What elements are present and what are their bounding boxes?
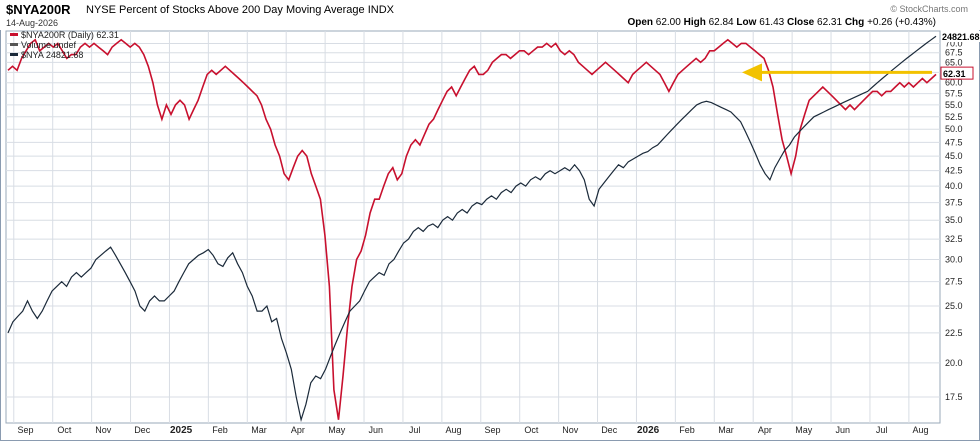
x-tick-label: Aug <box>446 425 462 435</box>
x-tick-label: Oct <box>57 425 72 435</box>
legend-swatch <box>10 33 18 36</box>
y-tick-label: 55.0 <box>945 100 963 110</box>
y-tick-label: 50.0 <box>945 124 963 134</box>
y-tick-label: 67.5 <box>945 48 963 58</box>
ohlc-readout: Open 62.00 High 62.84 Low 61.43 Close 62… <box>627 17 936 28</box>
x-tick-label: Oct <box>524 425 539 435</box>
open-value: 62.00 <box>655 17 681 28</box>
y-tick-label: 27.5 <box>945 277 963 287</box>
y-tick-label: 25.0 <box>945 301 963 311</box>
x-tick-label: Mar <box>251 425 267 435</box>
y-tick-label: 52.5 <box>945 112 963 122</box>
y-tick-label: 17.5 <box>945 392 963 402</box>
description-text: NYSE Percent of Stocks Above 200 Day Mov… <box>86 4 365 16</box>
x-tick-label: Jun <box>835 425 850 435</box>
close-label: Close <box>787 17 815 28</box>
x-tick-label: Jun <box>368 425 383 435</box>
secondary-value-label: 24821.68 <box>942 32 980 42</box>
y-tick-label: 70.0 <box>945 38 963 48</box>
secondary-value-box <box>941 31 980 42</box>
low-value: 61.43 <box>759 17 785 28</box>
x-tick-label: Mar <box>718 425 734 435</box>
series-line-nya200r <box>7 38 937 420</box>
y-tick-label: 30.0 <box>945 254 963 264</box>
date-label: 14-Aug-2026 <box>6 18 59 28</box>
x-tick-label: Sep <box>17 425 33 435</box>
y-tick-label: 42.5 <box>945 166 963 176</box>
x-tick-label: May <box>328 425 346 435</box>
brand-label: © StockCharts.com <box>890 4 968 14</box>
close-value: 62.31 <box>817 17 843 28</box>
y-tick-label: 65.0 <box>945 57 963 67</box>
annotation-arrowhead <box>742 63 762 82</box>
chart-header: $NYA200R NYSE Percent of Stocks Above 20… <box>0 0 980 30</box>
y-tick-label: 32.5 <box>945 234 963 244</box>
x-tick-label: Jul <box>409 425 421 435</box>
x-tick-label: Dec <box>601 425 618 435</box>
y-tick-label: 57.5 <box>945 89 963 99</box>
plot-area <box>5 30 941 424</box>
x-tick-label: Aug <box>913 425 929 435</box>
legend-label: $NYA200R (Daily) 62.31 <box>21 30 119 40</box>
legend-label: $NYA 24821.68 <box>21 50 83 60</box>
symbol-label: $NYA200R <box>6 2 71 17</box>
y-tick-label: 60.0 <box>945 78 963 88</box>
x-tick-label: Apr <box>758 425 772 435</box>
y-tick-label: 20.0 <box>945 358 963 368</box>
x-tick-label: Sep <box>484 425 500 435</box>
x-tick-label: Nov <box>562 425 579 435</box>
y-tick-label: 45.0 <box>945 151 963 161</box>
chg-label: Chg <box>844 17 865 28</box>
x-tick-label: Jul <box>876 425 888 435</box>
x-tick-label: May <box>795 425 813 435</box>
description-label: NYSE Percent of Stocks Above 200 Day Mov… <box>86 4 394 16</box>
x-tick-label: Feb <box>679 425 695 435</box>
high-value: 62.84 <box>708 17 734 28</box>
y-tick-label: 47.5 <box>945 137 963 147</box>
y-tick-label: 40.0 <box>945 181 963 191</box>
legend-swatch <box>10 43 18 46</box>
x-tick-label: 2025 <box>170 425 193 436</box>
y-tick-label: 37.5 <box>945 198 963 208</box>
x-tick-label: Apr <box>291 425 305 435</box>
x-tick-label: 2026 <box>637 425 660 436</box>
high-label: High <box>683 17 706 28</box>
chg-value: +0.26 (+0.43%) <box>867 17 936 28</box>
x-tick-label: Nov <box>95 425 112 435</box>
legend-swatch <box>10 53 18 56</box>
y-tick-label: 22.5 <box>945 328 963 338</box>
open-label: Open <box>627 17 653 28</box>
series-line-nya <box>7 35 937 423</box>
x-tick-label: Feb <box>212 425 228 435</box>
primary-value-label: 62.31 <box>943 69 966 79</box>
legend-label: Volume undef <box>21 40 77 50</box>
y-tick-label: 35.0 <box>945 215 963 225</box>
low-label: Low <box>736 17 757 28</box>
x-tick-label: Dec <box>134 425 151 435</box>
primary-value-box <box>940 66 974 80</box>
exchange-text: INDX <box>367 4 394 16</box>
